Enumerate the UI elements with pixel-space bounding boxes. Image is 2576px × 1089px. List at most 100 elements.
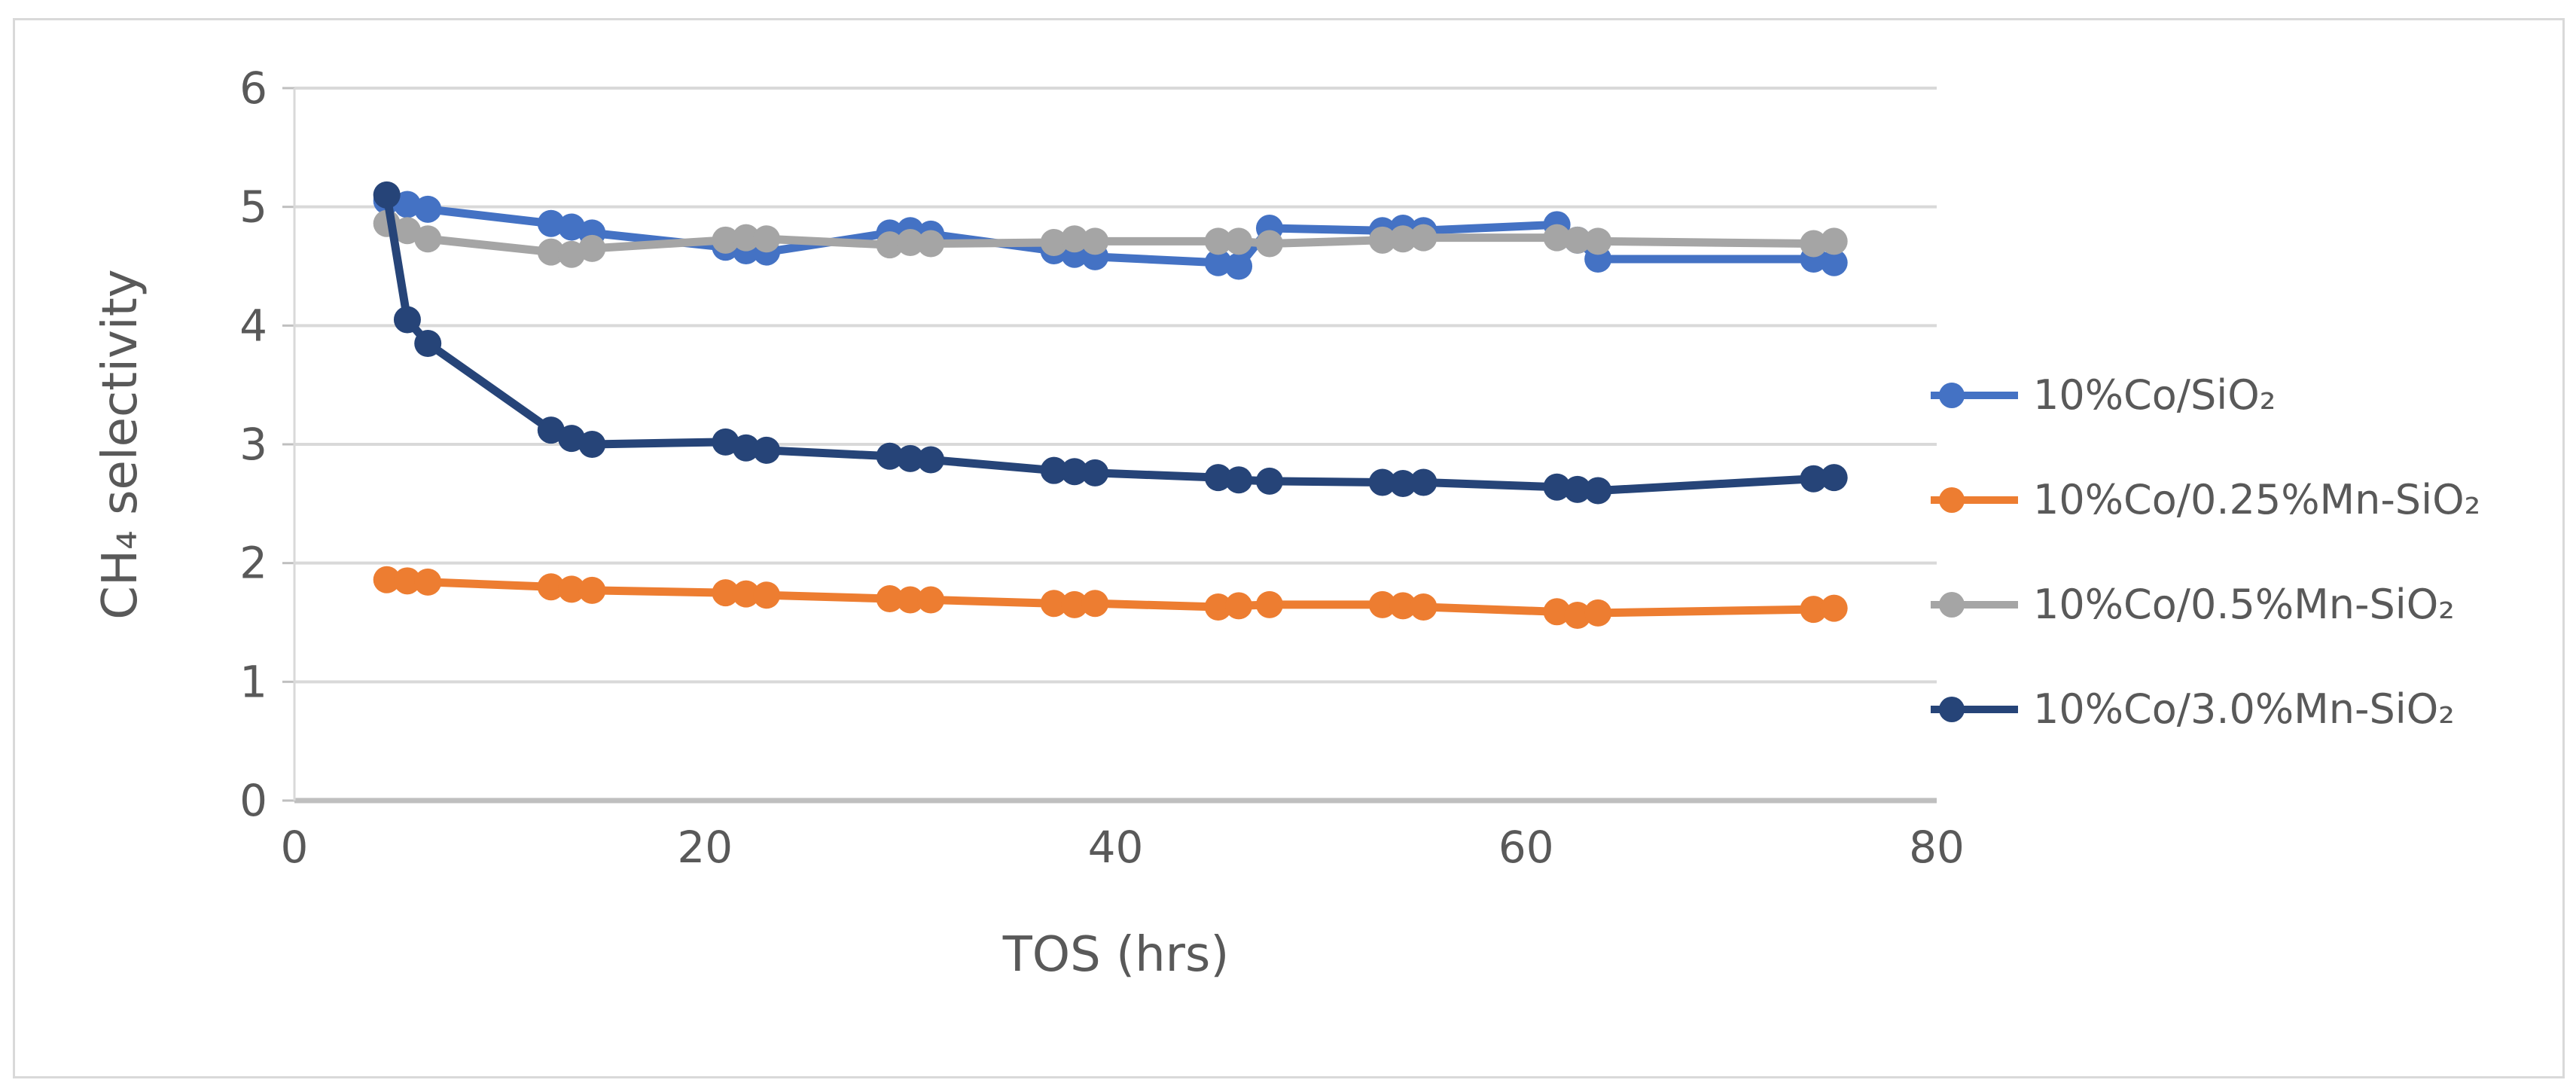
x-tick-label: 0: [281, 822, 309, 873]
data-point: [1410, 468, 1437, 496]
data-point: [1584, 599, 1612, 627]
y-tick-label: 3: [239, 419, 267, 470]
data-point: [414, 225, 442, 253]
data-point: [1543, 598, 1571, 626]
data-point: [917, 586, 945, 614]
data-point: [537, 238, 565, 266]
legend-item-label: 10%Co/0.25%Mn-SiO₂: [2033, 476, 2481, 523]
data-point: [1255, 590, 1283, 618]
data-point: [1255, 230, 1283, 258]
data-point: [1060, 458, 1088, 486]
data-point: [1204, 593, 1232, 621]
legend-marker-dot: [1939, 487, 1965, 513]
y-tick-label: 4: [239, 300, 267, 351]
data-point: [537, 209, 565, 237]
data-point: [1204, 464, 1232, 492]
data-point: [712, 226, 739, 254]
data-point: [1368, 226, 1396, 254]
data-point: [1563, 475, 1591, 503]
data-point: [1389, 470, 1417, 498]
data-point: [753, 581, 781, 609]
data-point: [1410, 224, 1437, 252]
data-point: [1368, 468, 1396, 496]
data-point: [917, 230, 945, 258]
legend-item: 10%Co/0.5%Mn-SiO₂: [1929, 552, 2480, 657]
data-point: [1255, 467, 1283, 495]
data-point: [1081, 459, 1109, 487]
data-point: [1800, 230, 1828, 258]
data-point: [732, 580, 760, 608]
legend: 10%Co/SiO₂ 10%Co/0.25%Mn-SiO₂ 10%Co/0.5%Mn…: [1929, 343, 2480, 761]
data-point: [414, 329, 442, 357]
data-point: [1368, 590, 1396, 618]
y-tick-label: 1: [239, 656, 267, 707]
data-point: [558, 425, 586, 453]
legend-marker-dot: [1939, 696, 1965, 722]
x-tick-label: 40: [1088, 822, 1144, 873]
data-point: [896, 444, 924, 472]
data-point: [1800, 465, 1828, 493]
data-point: [373, 566, 401, 593]
y-tick-label: 2: [239, 538, 267, 589]
legend-marker-icon: [1931, 487, 2018, 513]
data-point: [1225, 592, 1253, 620]
x-tick-label: 20: [677, 822, 733, 873]
data-point: [578, 431, 606, 458]
data-point: [876, 584, 904, 612]
data-point: [1225, 466, 1253, 494]
data-point: [1389, 592, 1417, 620]
legend-marker-dot: [1939, 382, 1965, 408]
data-point: [537, 416, 565, 444]
data-point: [1563, 226, 1591, 254]
data-point: [1081, 227, 1109, 255]
data-point: [1820, 227, 1848, 255]
data-point: [558, 213, 586, 241]
data-point: [1820, 594, 1848, 622]
data-point: [753, 436, 781, 464]
data-point: [712, 428, 739, 456]
data-point: [1563, 602, 1591, 630]
legend-item: 10%Co/3.0%Mn-SiO₂: [1929, 657, 2480, 761]
data-point: [1410, 593, 1437, 621]
x-tick-label: 80: [1909, 822, 1965, 873]
data-point: [1543, 224, 1571, 252]
data-point: [414, 195, 442, 223]
data-point: [1389, 225, 1417, 253]
data-point: [558, 575, 586, 603]
data-point: [732, 434, 760, 462]
y-tick-label: 5: [239, 182, 267, 233]
data-point: [1040, 228, 1068, 256]
data-point: [896, 586, 924, 614]
data-point: [876, 231, 904, 259]
data-point: [1204, 227, 1232, 255]
data-point: [393, 191, 421, 218]
data-point: [1584, 477, 1612, 505]
data-point: [1543, 473, 1571, 501]
data-point: [1225, 252, 1253, 280]
legend-item: 10%Co/0.25%Mn-SiO₂: [1929, 447, 2480, 552]
legend-item-label: 10%Co/SiO₂: [2033, 371, 2276, 419]
data-point: [537, 573, 565, 601]
y-tick-label: 6: [239, 63, 267, 114]
data-point: [393, 306, 421, 334]
legend-marker-icon: [1931, 591, 2018, 618]
data-point: [753, 225, 781, 253]
data-point: [1820, 464, 1848, 492]
data-point: [1800, 596, 1828, 624]
data-point: [1225, 227, 1253, 255]
data-point: [917, 446, 945, 474]
data-point: [1040, 456, 1068, 484]
data-point: [1081, 590, 1109, 618]
legend-marker-icon: [1931, 382, 2018, 408]
data-point: [393, 217, 421, 245]
data-point: [578, 576, 606, 604]
legend-marker-icon: [1931, 696, 2018, 722]
data-point: [732, 224, 760, 252]
data-point: [1204, 249, 1232, 276]
y-tick-label: 0: [239, 775, 267, 826]
y-axis-title: CH₄ selectivity: [93, 269, 148, 620]
data-point: [1584, 227, 1612, 255]
data-point: [414, 568, 442, 596]
